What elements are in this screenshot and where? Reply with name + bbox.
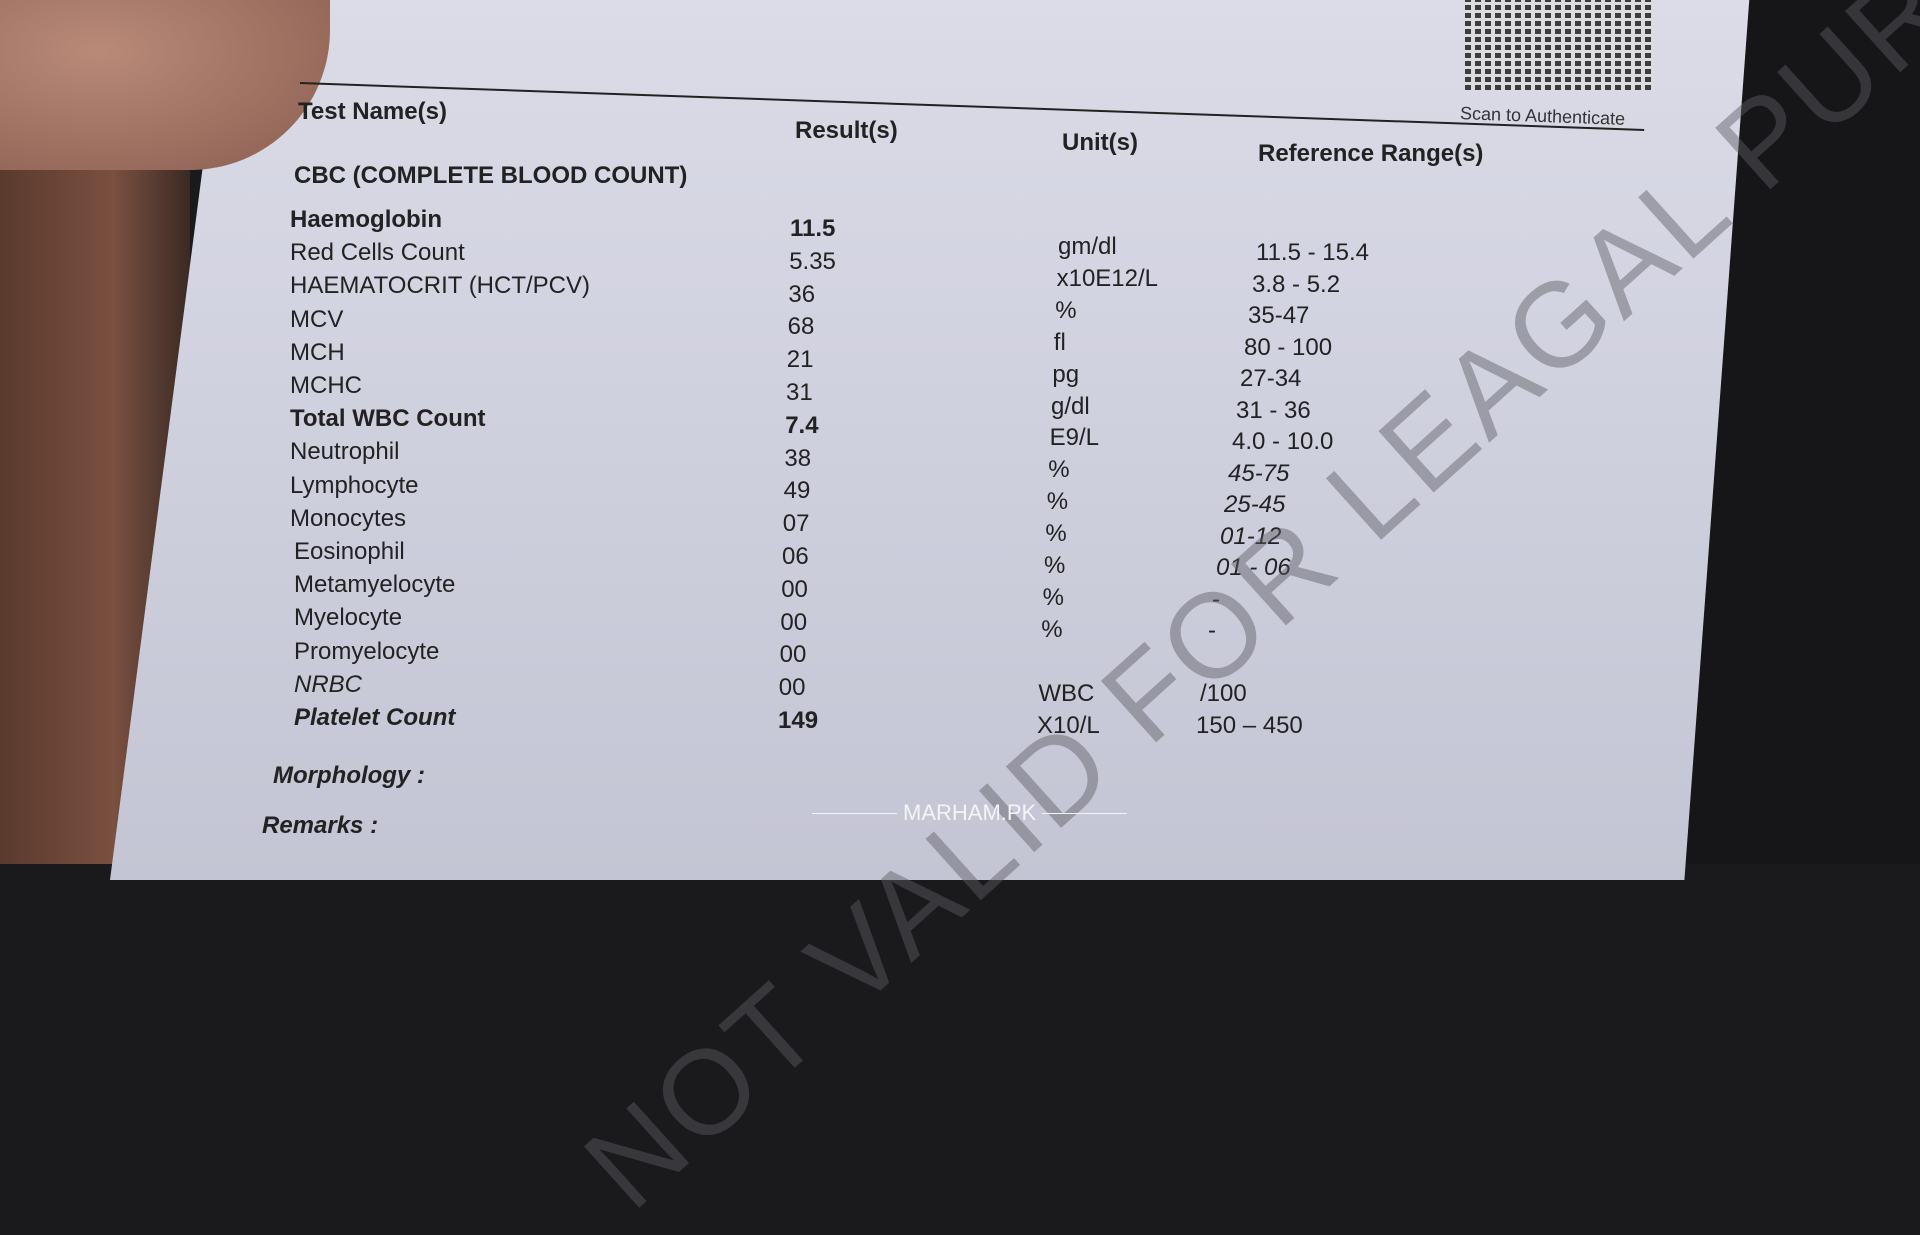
unit: E9/L (1049, 424, 1099, 452)
unit: % (1042, 583, 1064, 611)
result-value: 31 (786, 379, 813, 406)
reference-range: 01-12 (1220, 522, 1282, 550)
test-name: Promyelocyte (294, 637, 440, 665)
unit: % (1048, 456, 1070, 484)
test-name: Neutrophil (290, 438, 400, 466)
result-value: 36 (788, 280, 816, 308)
reference-range: 35-47 (1248, 302, 1310, 329)
col-header-result: Result(s) (795, 117, 898, 144)
test-name: MCH (290, 338, 345, 366)
result-value: 00 (780, 608, 808, 636)
test-name: MCV (290, 305, 344, 333)
lab-report-paper (110, 0, 1750, 880)
result-value: 07 (782, 510, 810, 538)
unit: x10E12/L (1056, 264, 1159, 292)
test-name: Red Cells Count (290, 239, 465, 267)
col-header-reference: Reference Range(s) (1258, 140, 1484, 167)
unit: pg (1052, 360, 1080, 388)
reference-range: 27-34 (1240, 365, 1302, 392)
test-name: Haemoglobin (290, 206, 443, 233)
brand-text: MARHAM.PK (903, 800, 1037, 825)
unit: gm/dl (1058, 233, 1117, 260)
morphology-label: Morphology : (273, 762, 425, 789)
unit: WBC (1038, 679, 1095, 707)
reference-range: 4.0 - 10.0 (1232, 428, 1334, 455)
reference-range: 01 - 06 (1216, 554, 1291, 581)
unit: g/dl (1051, 392, 1090, 420)
reference-range: /100 (1200, 680, 1247, 707)
brand-watermark: MARHAM.PK (812, 800, 1128, 826)
result-value: 149 (778, 707, 819, 734)
unit: % (1046, 488, 1069, 516)
result-value: 00 (778, 674, 806, 702)
test-name: Lymphocyte (290, 471, 419, 499)
result-value: 7.4 (785, 411, 819, 439)
test-name: Platelet Count (294, 704, 456, 731)
reference-range: 80 - 100 (1244, 333, 1333, 361)
reference-range: - (1212, 585, 1220, 613)
section-title: CBC (COMPLETE BLOOD COUNT) (294, 162, 688, 189)
result-value: 5.35 (789, 247, 836, 275)
unit: % (1044, 552, 1066, 579)
remarks-label: Remarks : (262, 812, 379, 839)
test-name: MCHC (290, 372, 362, 399)
test-name: Monocytes (290, 504, 407, 532)
test-name: NRBC (294, 670, 363, 698)
result-value: 21 (786, 346, 814, 374)
reference-range: 31 - 36 (1236, 396, 1311, 424)
unit: fl (1053, 328, 1066, 356)
col-header-unit: Unit(s) (1062, 129, 1138, 156)
reference-range: 45-75 (1228, 459, 1290, 487)
result-value: 49 (783, 477, 811, 505)
reference-range: 11.5 - 15.4 (1256, 239, 1369, 266)
unit: % (1045, 520, 1067, 548)
brand-line-right (1042, 812, 1128, 814)
result-value: 00 (781, 575, 808, 603)
result-value: 06 (782, 543, 809, 570)
qr-code-icon (1465, 0, 1655, 90)
reference-range: 25-45 (1224, 491, 1286, 518)
test-name: Myelocyte (294, 604, 403, 632)
test-name: Metamyelocyte (294, 571, 456, 599)
result-value: 38 (784, 444, 812, 472)
unit: % (1055, 296, 1077, 324)
result-value: 00 (779, 641, 807, 669)
reference-range: - (1208, 617, 1216, 644)
col-header-test-name: Test Name(s) (298, 98, 447, 125)
test-name: Total WBC Count (290, 405, 486, 433)
unit: X10/L (1037, 711, 1100, 739)
unit: % (1041, 615, 1063, 643)
test-name: Eosinophil (294, 538, 405, 565)
test-name: HAEMATOCRIT (HCT/PCV) (290, 272, 591, 300)
result-value: 68 (787, 313, 815, 341)
brand-line-left (812, 812, 897, 814)
result-value: 11.5 (790, 215, 836, 242)
reference-range: 150 – 450 (1196, 711, 1303, 739)
reference-range: 3.8 - 5.2 (1252, 270, 1341, 298)
